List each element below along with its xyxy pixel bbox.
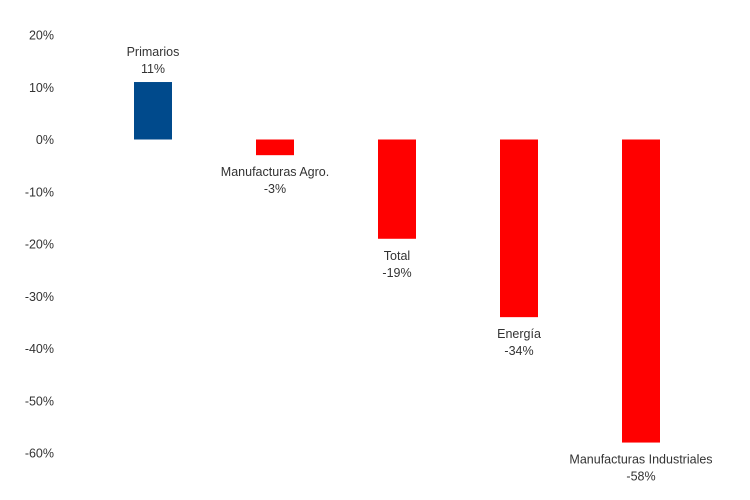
y-tick-label: -20% bbox=[25, 238, 54, 252]
value-label: -3% bbox=[264, 182, 286, 196]
category-label: Primarios bbox=[127, 45, 180, 59]
y-axis: 20% 10% 0% -10% -20% -30% -40% -50% -60% bbox=[25, 29, 54, 461]
bars-group bbox=[134, 82, 660, 443]
category-label: Manufacturas Agro. bbox=[221, 165, 329, 179]
category-label: Total bbox=[384, 249, 410, 263]
value-label: -34% bbox=[504, 344, 533, 358]
bar-4 bbox=[500, 139, 538, 318]
bar-2 bbox=[256, 139, 294, 156]
value-label: 11% bbox=[141, 62, 165, 76]
labels-group: Primarios 11% Manufacturas Agro. -3% Total -1… bbox=[127, 45, 713, 484]
bar-1 bbox=[134, 82, 172, 140]
category-label: Manufacturas Industriales bbox=[569, 453, 712, 467]
y-tick-label: -50% bbox=[25, 394, 54, 408]
y-tick-label: -60% bbox=[25, 447, 54, 461]
value-label: -19% bbox=[382, 266, 411, 280]
y-tick-label: -30% bbox=[25, 290, 54, 304]
y-tick-label: 10% bbox=[29, 81, 54, 95]
y-tick-label: 0% bbox=[36, 133, 54, 147]
y-tick-label: -40% bbox=[25, 342, 54, 356]
value-label: -58% bbox=[626, 470, 655, 484]
y-tick-label: 20% bbox=[29, 29, 54, 43]
category-label: Energía bbox=[497, 327, 541, 341]
bar-3 bbox=[378, 139, 416, 239]
y-tick-label: -10% bbox=[25, 185, 54, 199]
bar-5 bbox=[622, 139, 660, 443]
